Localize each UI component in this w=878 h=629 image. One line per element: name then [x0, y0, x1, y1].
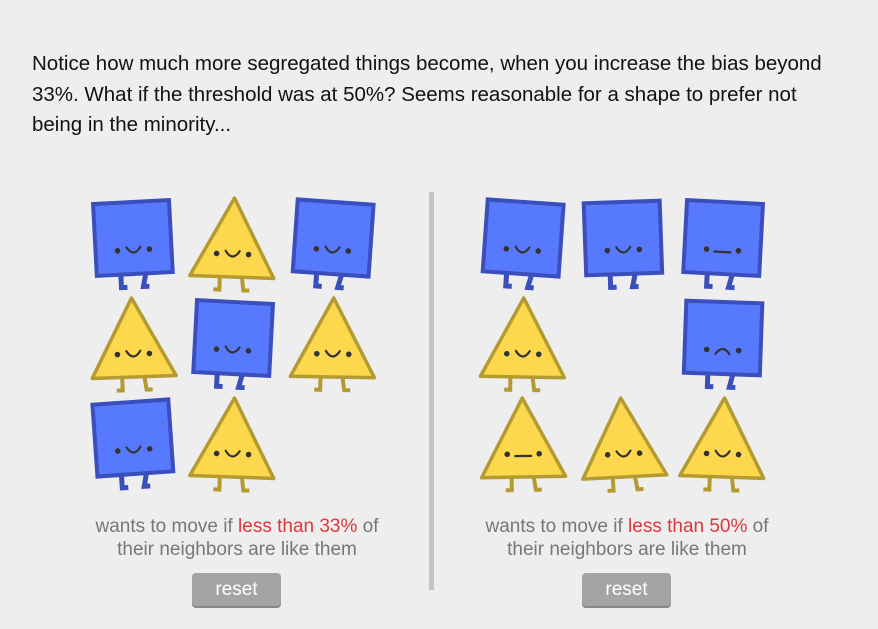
- triangle-agent[interactable]: [579, 396, 669, 493]
- intro-paragraph: Notice how much more segregated things b…: [32, 52, 822, 136]
- triangle-agent[interactable]: [678, 396, 766, 493]
- caption-suffix: of: [357, 516, 379, 537]
- caption-line2: their neighbors are like them: [507, 539, 747, 560]
- reset-button-50[interactable]: reset: [582, 573, 671, 606]
- caption-33: wants to move if less than 33% of their …: [72, 515, 402, 561]
- happy-face: [213, 249, 252, 258]
- simulation-grid-50[interactable]: [475, 195, 775, 495]
- triangle-agent[interactable]: [478, 296, 567, 393]
- happy-face: [114, 245, 153, 254]
- reset-button-33[interactable]: reset: [192, 573, 281, 606]
- square-agent[interactable]: [191, 297, 276, 391]
- meh-face: [703, 246, 742, 254]
- happy-face: [503, 349, 542, 358]
- happy-face: [114, 349, 153, 358]
- caption-50: wants to move if less than 50% of their …: [462, 515, 792, 561]
- triangle-agent[interactable]: [479, 396, 568, 493]
- triangle-agent[interactable]: [188, 196, 276, 293]
- happy-face: [313, 245, 352, 254]
- happy-face: [604, 245, 643, 254]
- square-agent[interactable]: [480, 197, 566, 291]
- square-agent[interactable]: [581, 198, 665, 291]
- meh-face: [504, 450, 543, 458]
- caption-prefix: wants to move if: [485, 516, 629, 537]
- grid-canvas[interactable]: [85, 195, 385, 495]
- caption-prefix: wants to move if: [95, 516, 239, 537]
- square-agent[interactable]: [681, 298, 765, 390]
- unhappy-face: [703, 346, 742, 356]
- triangle-agent[interactable]: [188, 396, 276, 493]
- caption-line2: their neighbors are like them: [117, 539, 357, 560]
- triangle-agent[interactable]: [288, 296, 377, 393]
- happy-face: [703, 449, 742, 458]
- caption-suffix: of: [747, 516, 769, 537]
- happy-face: [213, 345, 252, 354]
- square-agent[interactable]: [290, 197, 376, 291]
- threshold-highlight: less than 33%: [238, 516, 358, 537]
- simulation-grid-33[interactable]: [85, 195, 385, 495]
- square-agent[interactable]: [90, 397, 176, 491]
- triangle-agent[interactable]: [89, 296, 178, 393]
- square-agent[interactable]: [681, 197, 766, 291]
- grid-canvas[interactable]: [475, 195, 775, 495]
- threshold-highlight: less than 50%: [628, 516, 748, 537]
- panel-divider: [429, 192, 434, 590]
- happy-face: [503, 245, 542, 254]
- square-agent[interactable]: [90, 197, 175, 291]
- happy-face: [604, 449, 643, 458]
- happy-face: [213, 449, 252, 458]
- happy-face: [114, 445, 153, 454]
- happy-face: [313, 349, 352, 358]
